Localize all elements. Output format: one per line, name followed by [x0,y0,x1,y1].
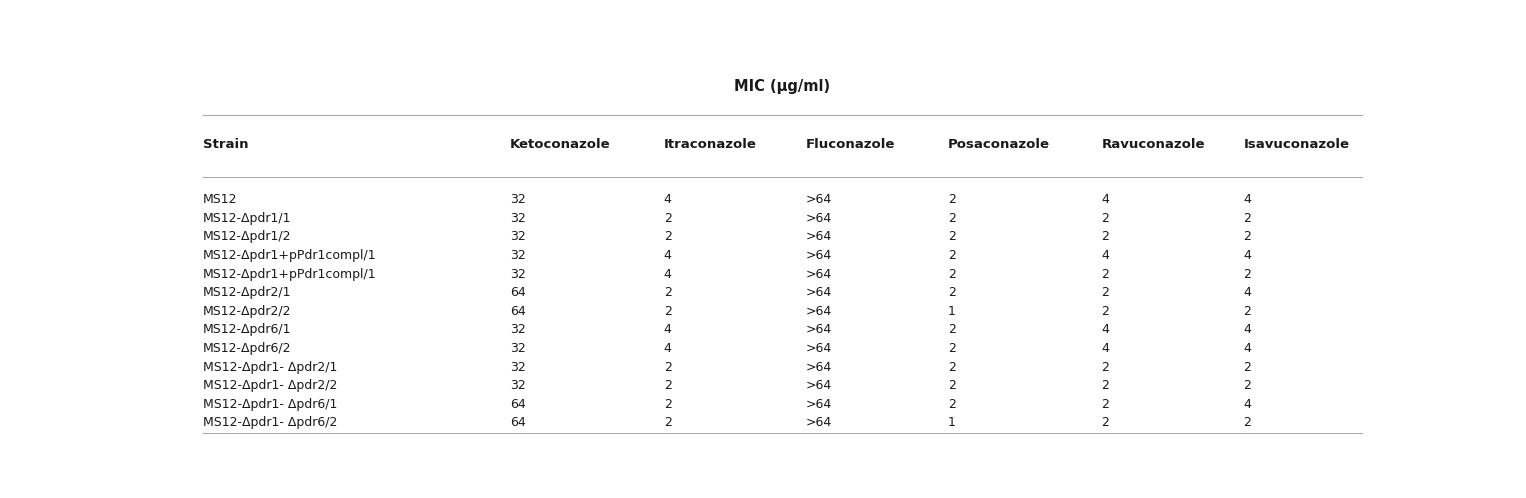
Text: MS12-Δpdr1/2: MS12-Δpdr1/2 [203,231,291,244]
Text: 32: 32 [510,212,526,225]
Text: >64: >64 [806,212,832,225]
Text: Fluconazole: Fluconazole [806,137,896,150]
Text: >64: >64 [806,286,832,299]
Text: 32: 32 [510,361,526,374]
Text: MS12-Δpdr1/1: MS12-Δpdr1/1 [203,212,291,225]
Text: 2: 2 [1244,212,1251,225]
Text: >64: >64 [806,361,832,374]
Text: 2: 2 [948,342,955,355]
Text: 4: 4 [664,323,671,337]
Text: >64: >64 [806,342,832,355]
Text: 2: 2 [948,323,955,337]
Text: 2: 2 [1244,267,1251,280]
Text: MS12-Δpdr1- Δpdr2/2: MS12-Δpdr1- Δpdr2/2 [203,379,337,392]
Text: MS12-Δpdr1- Δpdr2/1: MS12-Δpdr1- Δpdr2/1 [203,361,337,374]
Text: MS12-Δpdr6/2: MS12-Δpdr6/2 [203,342,291,355]
Text: 4: 4 [1244,342,1251,355]
Text: 2: 2 [1102,212,1109,225]
Text: MS12-Δpdr6/1: MS12-Δpdr6/1 [203,323,291,337]
Text: 32: 32 [510,323,526,337]
Text: 2: 2 [1244,231,1251,244]
Text: MS12-Δpdr2/2: MS12-Δpdr2/2 [203,305,291,318]
Text: 4: 4 [1244,193,1251,206]
Text: 4: 4 [1244,286,1251,299]
Text: 64: 64 [510,286,526,299]
Text: 64: 64 [510,398,526,411]
Text: 4: 4 [664,193,671,206]
Text: 4: 4 [1102,342,1109,355]
Text: >64: >64 [806,193,832,206]
Text: >64: >64 [806,305,832,318]
Text: 2: 2 [664,379,671,392]
Text: 2: 2 [948,249,955,262]
Text: Strain: Strain [203,137,249,150]
Text: 2: 2 [664,398,671,411]
Text: 2: 2 [948,193,955,206]
Text: 2: 2 [1102,361,1109,374]
Text: 2: 2 [948,267,955,280]
Text: 2: 2 [1244,361,1251,374]
Text: 1: 1 [948,305,955,318]
Text: 32: 32 [510,379,526,392]
Text: 2: 2 [1244,379,1251,392]
Text: >64: >64 [806,231,832,244]
Text: 2: 2 [1102,398,1109,411]
Text: >64: >64 [806,398,832,411]
Text: 4: 4 [1102,193,1109,206]
Text: MS12-Δpdr1- Δpdr6/1: MS12-Δpdr1- Δpdr6/1 [203,398,337,411]
Text: 2: 2 [1102,379,1109,392]
Text: 64: 64 [510,305,526,318]
Text: 32: 32 [510,267,526,280]
Text: 2: 2 [664,361,671,374]
Text: Isavuconazole: Isavuconazole [1244,137,1349,150]
Text: 4: 4 [664,249,671,262]
Text: 4: 4 [1244,249,1251,262]
Text: MIC (µg/ml): MIC (µg/ml) [734,79,830,94]
Text: >64: >64 [806,323,832,337]
Text: MS12-Δpdr2/1: MS12-Δpdr2/1 [203,286,291,299]
Text: MS12-Δpdr1+pPdr1compl/1: MS12-Δpdr1+pPdr1compl/1 [203,249,377,262]
Text: 4: 4 [1102,323,1109,337]
Text: 2: 2 [948,286,955,299]
Text: 1: 1 [948,416,955,429]
Text: Posaconazole: Posaconazole [948,137,1050,150]
Text: 64: 64 [510,416,526,429]
Text: 4: 4 [1102,249,1109,262]
Text: 4: 4 [1244,323,1251,337]
Text: 2: 2 [1102,231,1109,244]
Text: 2: 2 [1102,305,1109,318]
Text: 2: 2 [948,361,955,374]
Text: 2: 2 [948,212,955,225]
Text: 32: 32 [510,231,526,244]
Text: MS12: MS12 [203,193,237,206]
Text: >64: >64 [806,249,832,262]
Text: 2: 2 [1244,416,1251,429]
Text: >64: >64 [806,379,832,392]
Text: 4: 4 [664,267,671,280]
Text: 4: 4 [1244,398,1251,411]
Text: >64: >64 [806,416,832,429]
Text: Ketoconazole: Ketoconazole [510,137,610,150]
Text: 2: 2 [1102,416,1109,429]
Text: 32: 32 [510,193,526,206]
Text: Ravuconazole: Ravuconazole [1102,137,1206,150]
Text: MS12-Δpdr1- Δpdr6/2: MS12-Δpdr1- Δpdr6/2 [203,416,337,429]
Text: 2: 2 [664,416,671,429]
Text: 2: 2 [948,231,955,244]
Text: Itraconazole: Itraconazole [664,137,757,150]
Text: 4: 4 [664,342,671,355]
Text: 2: 2 [664,231,671,244]
Text: 2: 2 [1244,305,1251,318]
Text: 2: 2 [664,305,671,318]
Text: 2: 2 [948,379,955,392]
Text: 2: 2 [664,212,671,225]
Text: >64: >64 [806,267,832,280]
Text: MS12-Δpdr1+pPdr1compl/1: MS12-Δpdr1+pPdr1compl/1 [203,267,377,280]
Text: 2: 2 [948,398,955,411]
Text: 2: 2 [664,286,671,299]
Text: 2: 2 [1102,267,1109,280]
Text: 32: 32 [510,249,526,262]
Text: 32: 32 [510,342,526,355]
Text: 2: 2 [1102,286,1109,299]
